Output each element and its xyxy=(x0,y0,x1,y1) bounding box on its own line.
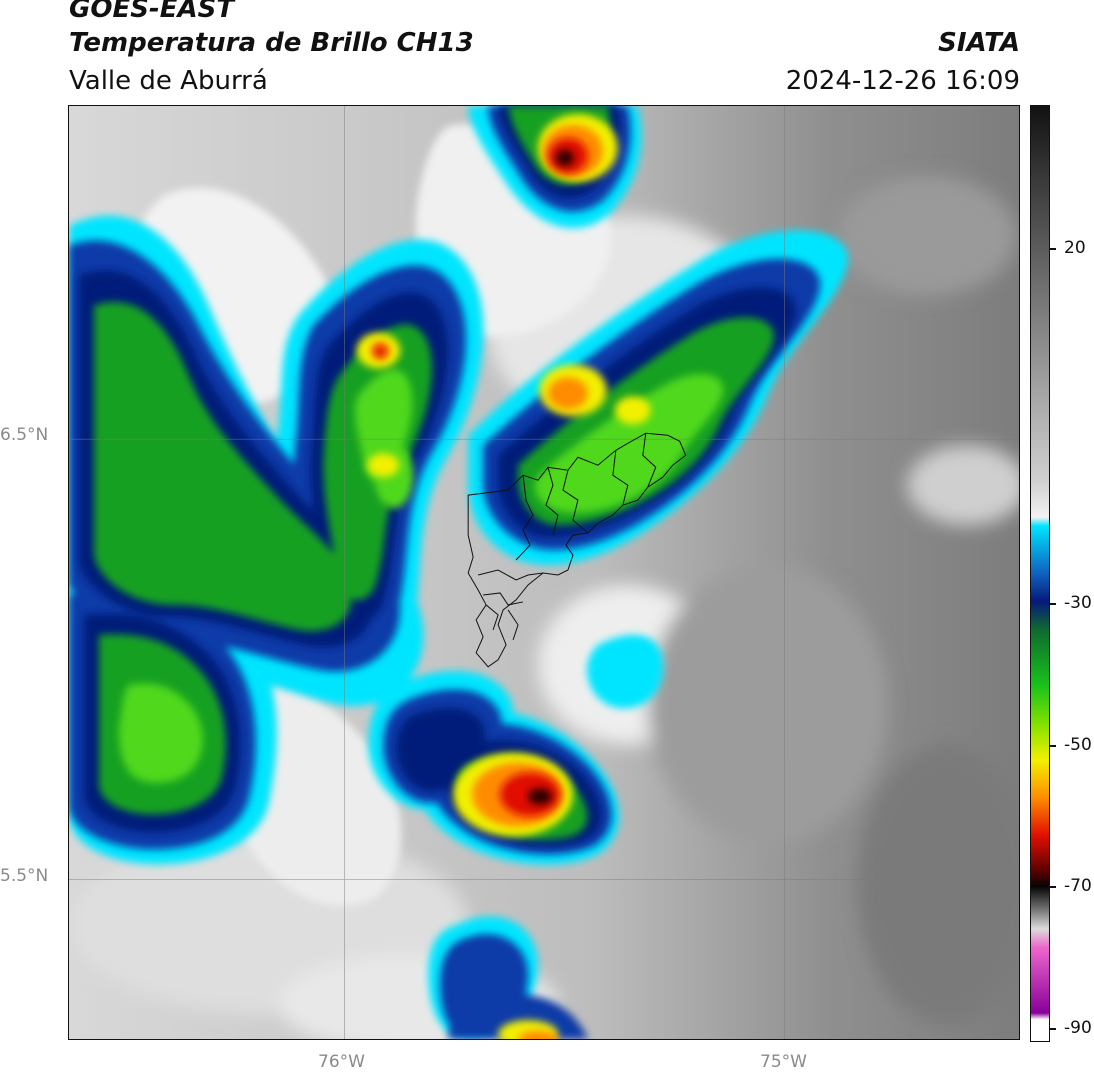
colorbar-tick-minus-50 xyxy=(1050,745,1056,747)
map-subtitle: Temperatura de Brillo CH13 xyxy=(69,28,474,58)
lon-label-76w: 76°W xyxy=(318,1052,365,1072)
satellite-map[interactable] xyxy=(68,105,1020,1040)
colorbar-label-minus-50: -50 xyxy=(1064,735,1092,755)
region-label: Valle de Aburrá xyxy=(69,66,268,96)
colorbar-tick-minus-70 xyxy=(1050,886,1056,888)
colorbar-label-minus-70: -70 xyxy=(1064,876,1092,896)
map-title: GOES-EAST xyxy=(69,0,235,24)
timestamp-label: 2024-12-26 16:09 xyxy=(785,66,1020,96)
brightness-temperature-field xyxy=(69,106,1019,1039)
lon-label-75w: 75°W xyxy=(760,1052,807,1072)
organization-label: SIATA xyxy=(938,28,1020,58)
graticule xyxy=(69,106,1019,1039)
cloud-black-core xyxy=(528,149,574,805)
colorbar-tick-20 xyxy=(1050,248,1056,250)
colorbar-gradient xyxy=(1031,106,1049,1041)
colorbar-tick-minus-90 xyxy=(1050,1028,1056,1030)
lat-label-6-5n: 6.5°N xyxy=(0,425,49,445)
colorbar-label-20: 20 xyxy=(1064,238,1086,258)
municipality-boundaries xyxy=(467,432,687,668)
lat-label-5-5n: 5.5°N xyxy=(0,866,49,886)
colorbar-label-minus-30: -30 xyxy=(1064,593,1092,613)
colorbar-label-minus-90: -90 xyxy=(1064,1018,1092,1038)
colorbar-tick-minus-30 xyxy=(1050,603,1056,605)
colorbar xyxy=(1030,105,1050,1042)
